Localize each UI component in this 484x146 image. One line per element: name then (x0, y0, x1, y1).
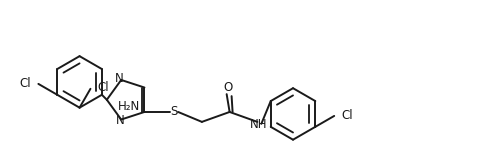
Text: H₂N: H₂N (118, 100, 140, 113)
Text: Cl: Cl (97, 81, 109, 94)
Text: Cl: Cl (20, 77, 31, 90)
Text: S: S (170, 105, 178, 118)
Text: NH: NH (250, 118, 267, 131)
Text: O: O (223, 81, 232, 94)
Text: N: N (116, 114, 124, 127)
Text: N: N (115, 72, 123, 85)
Text: Cl: Cl (341, 110, 353, 122)
